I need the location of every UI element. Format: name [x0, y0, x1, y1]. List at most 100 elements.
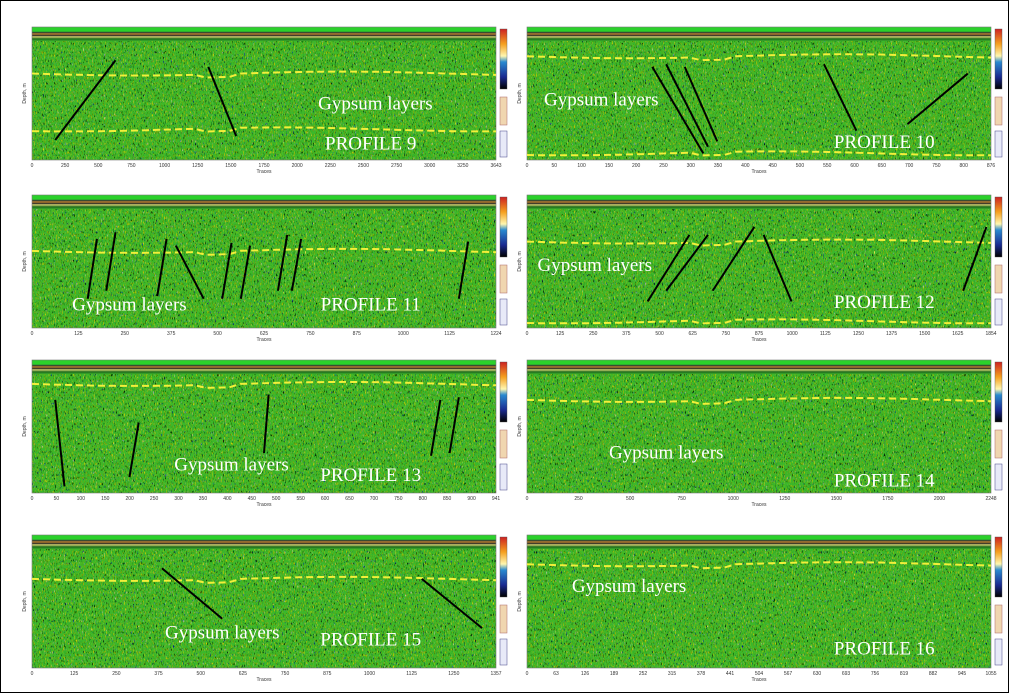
- x-tick-label: 0: [31, 496, 34, 502]
- x-tick-label: 1224: [490, 331, 501, 337]
- figure-canvas: Gypsum layersPROFILE 9025050075010001250…: [0, 0, 1009, 693]
- x-tick-label: 350: [199, 496, 208, 502]
- surface-band: [527, 195, 991, 209]
- x-tick-label: 400: [741, 163, 750, 169]
- x-tick-label: 1250: [448, 671, 459, 677]
- x-tick-label: 876: [987, 163, 996, 169]
- colorbar: [995, 29, 1002, 89]
- colorbar-icon: [500, 97, 507, 125]
- colorbar-icon: [500, 639, 507, 665]
- colorbar-icon: [995, 131, 1002, 157]
- x-tick-label: 315: [668, 671, 677, 677]
- colorbar-icon: [995, 464, 1002, 490]
- profile-label: PROFILE 11: [321, 295, 421, 316]
- gypsum-label: Gypsum layers: [609, 442, 724, 463]
- x-tick-label: 500: [94, 163, 103, 169]
- y-axis-label: Depth, m: [22, 416, 28, 436]
- x-tick-label: 625: [239, 671, 248, 677]
- profile-label: PROFILE 14: [834, 470, 935, 491]
- x-tick-label: 3250: [457, 163, 468, 169]
- x-tick-label: 1125: [820, 331, 831, 337]
- gypsum-label: Gypsum layers: [165, 623, 280, 644]
- x-tick-label: 200: [126, 496, 135, 502]
- x-tick-label: 500: [272, 496, 281, 502]
- y-axis-label: Depth, m: [517, 83, 523, 103]
- x-tick-label: 945: [958, 671, 967, 677]
- x-tick-label: 250: [121, 331, 130, 337]
- x-tick-label: 150: [605, 163, 614, 169]
- x-tick-label: 0: [31, 331, 34, 337]
- profile-label: PROFILE 10: [834, 132, 935, 153]
- x-tick-label: 750: [722, 331, 731, 337]
- x-tick-label: 941: [492, 496, 501, 502]
- x-tick-label: 375: [154, 671, 163, 677]
- colorbar-icon: [995, 430, 1002, 458]
- surface-band: [32, 535, 496, 549]
- x-tick-label: 150: [101, 496, 110, 502]
- x-tick-label: 850: [443, 496, 452, 502]
- x-tick-label: 1000: [159, 163, 170, 169]
- y-axis-label: Depth, m: [517, 416, 523, 436]
- x-tick-label: 378: [697, 671, 706, 677]
- x-tick-label: 450: [248, 496, 257, 502]
- radargram-noise: [32, 549, 496, 668]
- x-tick-label: 567: [784, 671, 793, 677]
- x-tick-label: 0: [31, 163, 34, 169]
- x-tick-label: 1055: [985, 671, 996, 677]
- x-tick-label: 875: [323, 671, 332, 677]
- gypsum-label: Gypsum layers: [174, 454, 289, 475]
- x-tick-label: 650: [878, 163, 887, 169]
- x-tick-label: 250: [589, 331, 598, 337]
- x-tick-label: 252: [639, 671, 648, 677]
- colorbar: [995, 197, 1002, 257]
- x-tick-label: 250: [61, 163, 70, 169]
- x-tick-label: 750: [306, 331, 315, 337]
- x-tick-label: 1250: [192, 163, 203, 169]
- x-axis-label: Traces: [751, 169, 767, 175]
- x-tick-label: 625: [689, 331, 698, 337]
- colorbar-icon: [500, 265, 507, 293]
- x-tick-label: 200: [632, 163, 641, 169]
- x-tick-label: 1357: [490, 671, 501, 677]
- gypsum-label: Gypsum layers: [544, 89, 659, 110]
- x-tick-label: 100: [77, 496, 86, 502]
- x-tick-label: 800: [419, 496, 428, 502]
- gypsum-label: Gypsum layers: [537, 255, 652, 276]
- profile-label: PROFILE 16: [834, 639, 935, 660]
- x-tick-label: 750: [394, 496, 403, 502]
- x-axis-label: Traces: [751, 502, 767, 508]
- colorbar: [500, 197, 507, 257]
- x-tick-label: 2250: [325, 163, 336, 169]
- x-tick-label: 1500: [919, 331, 930, 337]
- x-tick-label: 1750: [882, 496, 893, 502]
- x-axis-label: Traces: [256, 169, 272, 175]
- x-tick-label: 125: [70, 671, 79, 677]
- figure: Gypsum layersPROFILE 9025050075010001250…: [0, 0, 1009, 693]
- surface-band: [32, 360, 496, 374]
- radargram-panel: Gypsum layersPROFILE 1305010015020025030…: [22, 360, 507, 508]
- x-tick-label: 250: [112, 671, 121, 677]
- x-tick-label: 2000: [934, 496, 945, 502]
- x-tick-label: 1625: [952, 331, 963, 337]
- x-tick-label: 1250: [853, 331, 864, 337]
- surface-band: [32, 195, 496, 209]
- colorbar-icon: [995, 299, 1002, 325]
- gypsum-label: Gypsum layers: [72, 295, 187, 316]
- colorbar-icon: [500, 299, 507, 325]
- profile-label: PROFILE 12: [834, 292, 935, 313]
- x-tick-label: 800: [960, 163, 969, 169]
- x-tick-label: 0: [526, 671, 529, 677]
- radargram-panel: Gypsum layersPROFILE 1606312618925231537…: [517, 535, 1002, 683]
- gypsum-label: Gypsum layers: [318, 93, 433, 114]
- x-tick-label: 450: [768, 163, 777, 169]
- x-tick-label: 630: [813, 671, 822, 677]
- x-tick-label: 375: [167, 331, 176, 337]
- x-tick-label: 250: [150, 496, 159, 502]
- x-tick-label: 900: [467, 496, 476, 502]
- x-tick-label: 1854: [985, 331, 996, 337]
- x-tick-label: 100: [577, 163, 586, 169]
- profile-label: PROFILE 13: [320, 465, 421, 486]
- x-tick-label: 750: [677, 496, 686, 502]
